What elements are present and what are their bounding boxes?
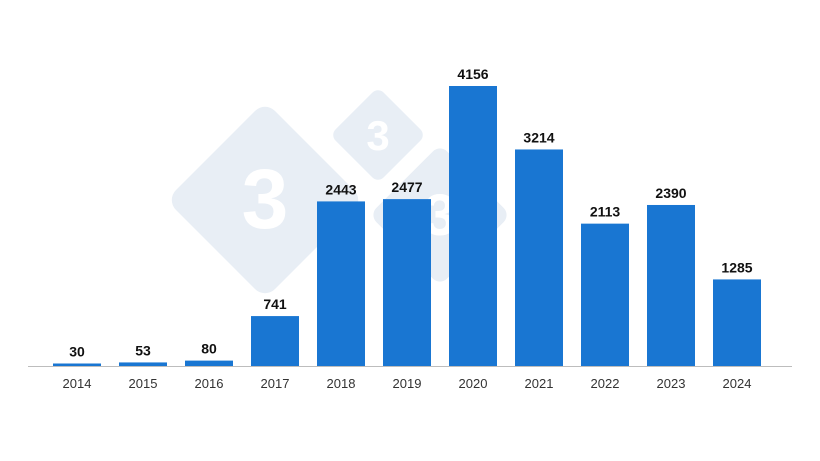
data-label: 2443: [325, 181, 356, 197]
x-tick-label: 2021: [525, 376, 554, 391]
data-label: 741: [263, 296, 287, 312]
data-label: 4156: [457, 66, 488, 82]
bar-2020: [449, 86, 497, 366]
data-label: 30: [69, 344, 85, 360]
x-tick-label: 2022: [591, 376, 620, 391]
x-tick-label: 2020: [459, 376, 488, 391]
x-tick-label: 2019: [393, 376, 422, 391]
x-tick-label: 2017: [261, 376, 290, 391]
data-label: 2477: [391, 179, 422, 195]
data-label: 1285: [721, 259, 752, 275]
x-tick-label: 2016: [195, 376, 224, 391]
x-tick-label: 2015: [129, 376, 158, 391]
bar-2017: [251, 316, 299, 366]
data-label: 2113: [590, 204, 621, 220]
bar-2022: [581, 223, 629, 366]
x-tick-label: 2018: [327, 376, 356, 391]
data-label: 53: [135, 342, 151, 358]
bar-2023: [647, 204, 695, 366]
bar-2018: [317, 201, 365, 366]
bar-2016: [185, 360, 233, 366]
data-label: 2390: [655, 185, 686, 201]
bar-2019: [383, 199, 431, 366]
bar-2024: [713, 279, 761, 366]
bar-2014: [53, 363, 101, 366]
x-tick-label: 2014: [63, 376, 92, 391]
x-tick-label: 2024: [723, 376, 752, 391]
bar-2021: [515, 149, 563, 366]
data-label: 80: [201, 341, 217, 357]
watermark-glyph: 3: [366, 112, 389, 159]
data-label: 3214: [523, 129, 554, 145]
x-tick-label: 2023: [657, 376, 686, 391]
bar-2015: [119, 362, 167, 366]
watermark-glyph: 3: [242, 152, 289, 246]
